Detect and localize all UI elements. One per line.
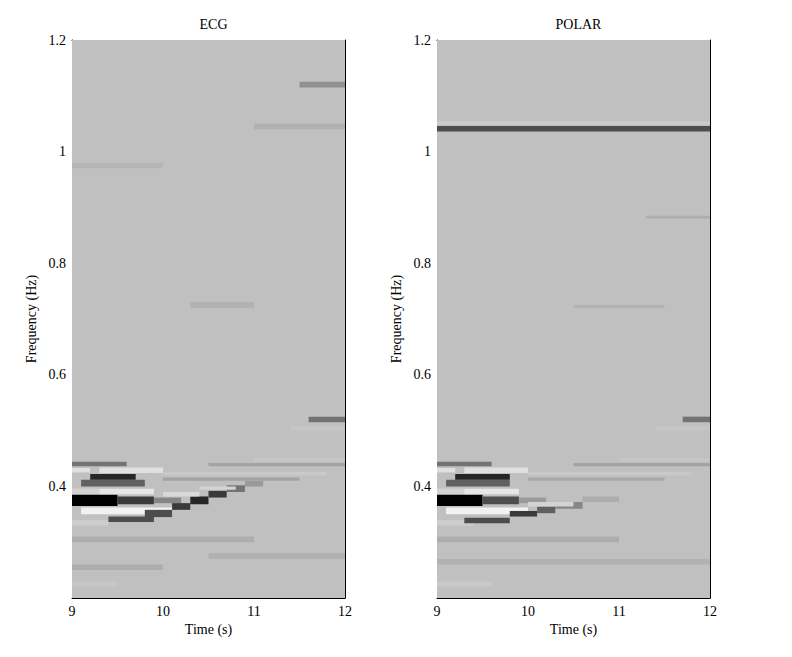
svg-text:0.6: 0.6 (49, 367, 67, 382)
svg-text:Time (s): Time (s) (550, 622, 598, 638)
svg-text:12: 12 (703, 604, 717, 619)
svg-text:0.8: 0.8 (414, 256, 432, 271)
svg-text:1: 1 (59, 144, 66, 159)
svg-text:0.6: 0.6 (414, 367, 432, 382)
svg-text:12: 12 (338, 604, 352, 619)
svg-text:ECG: ECG (200, 17, 228, 32)
svg-text:10: 10 (521, 604, 535, 619)
svg-text:11: 11 (612, 604, 625, 619)
svg-text:1.2: 1.2 (49, 33, 67, 48)
svg-text:0.8: 0.8 (49, 256, 67, 271)
svg-text:9: 9 (69, 604, 76, 619)
svg-text:Frequency (Hz): Frequency (Hz) (24, 275, 40, 364)
svg-text:11: 11 (247, 604, 260, 619)
svg-text:10: 10 (156, 604, 170, 619)
svg-text:Time (s): Time (s) (185, 622, 233, 638)
svg-text:POLAR: POLAR (556, 17, 603, 32)
svg-text:1.2: 1.2 (414, 33, 432, 48)
svg-text:Frequency (Hz): Frequency (Hz) (389, 275, 405, 364)
svg-text:0.4: 0.4 (414, 479, 432, 494)
svg-text:1: 1 (424, 144, 431, 159)
svg-text:0.4: 0.4 (49, 479, 67, 494)
svg-text:9: 9 (434, 604, 441, 619)
